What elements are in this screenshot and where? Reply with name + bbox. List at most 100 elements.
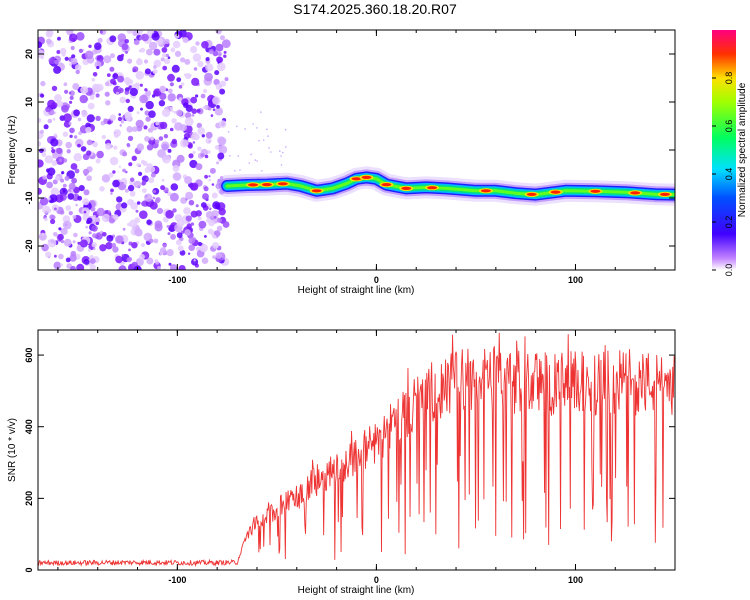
noise-blob [69, 254, 77, 262]
noise-blob [167, 191, 172, 197]
noise-blob [92, 233, 97, 239]
noise-blob [162, 154, 171, 164]
noise-blob [51, 85, 58, 92]
noise-blob [135, 119, 144, 128]
noise-blob [91, 77, 96, 82]
noise-blob [164, 58, 170, 65]
noise-blob [161, 108, 171, 118]
noise-blob [47, 197, 51, 201]
noise-blob [168, 262, 172, 266]
noise-blob [195, 163, 203, 171]
noise-blob [40, 93, 45, 98]
noise-blob [188, 117, 192, 121]
noise-blob [166, 225, 170, 228]
noise-blob [119, 96, 127, 104]
noise-blob [58, 253, 64, 260]
noise-blob [87, 102, 95, 110]
noise-speck [248, 162, 251, 164]
noise-blob [185, 191, 194, 200]
noise-blob [176, 77, 182, 83]
noise-blob [212, 201, 221, 210]
noise-blob [142, 160, 148, 166]
noise-blob [110, 192, 113, 195]
noise-blob [105, 100, 111, 106]
noise-blob [146, 48, 153, 56]
noise-blob [73, 232, 78, 238]
noise-blob [191, 258, 199, 266]
ridge-hotspot [480, 189, 491, 193]
noise-blob [118, 165, 122, 168]
noise-blob [213, 216, 217, 219]
noise-blob [197, 146, 202, 151]
noise-blob [146, 219, 152, 225]
noise-blob [204, 174, 209, 179]
noise-blob [192, 150, 196, 155]
noise-blob [71, 177, 77, 184]
noise-blob [167, 56, 171, 59]
noise-blob [212, 50, 219, 57]
noise-blob [59, 47, 67, 55]
noise-blob [62, 131, 69, 137]
noise-speck [227, 131, 230, 133]
noise-blob [136, 143, 145, 151]
noise-blob [144, 136, 150, 142]
noise-blob [199, 243, 208, 253]
noise-blob [60, 263, 64, 267]
noise-blob [77, 241, 81, 245]
noise-blob [73, 153, 82, 162]
noise-blob [144, 167, 151, 173]
noise-blob [144, 88, 148, 92]
noise-blob [188, 153, 194, 159]
noise-blob [196, 108, 201, 113]
noise-blob [157, 266, 161, 270]
noise-blob [163, 134, 169, 139]
noise-speck [267, 135, 269, 137]
noise-blob [207, 106, 212, 111]
noise-blob [51, 148, 56, 154]
noise-blob [121, 202, 128, 209]
noise-blob [53, 133, 58, 137]
noise-blob [212, 96, 221, 105]
noise-blob [109, 156, 119, 166]
noise-blob [207, 228, 214, 235]
noise-blob [83, 189, 90, 196]
noise-blob [215, 83, 222, 90]
noise-blob [148, 110, 156, 118]
spectrogram-y-tick-label: 10 [24, 97, 34, 107]
noise-blob [132, 66, 139, 73]
noise-blob [127, 79, 134, 85]
noise-blob [216, 104, 220, 109]
ridge-hotspot [630, 191, 641, 195]
noise-blob [215, 252, 223, 259]
noise-blob [59, 210, 65, 215]
noise-blob [65, 257, 71, 263]
noise-blob [38, 118, 42, 123]
noise-blob [41, 152, 47, 158]
noise-blob [132, 30, 138, 36]
noise-blob [74, 168, 80, 174]
noise-blob [148, 177, 155, 184]
noise-blob [51, 215, 56, 220]
noise-blob [191, 77, 200, 86]
noise-blob [49, 194, 58, 203]
noise-blob [126, 143, 131, 148]
noise-blob [150, 172, 156, 178]
ridge-hotspot [277, 182, 288, 186]
noise-blob [181, 82, 185, 86]
noise-blob [130, 202, 138, 210]
noise-blob [41, 232, 45, 236]
snr-panel: -100 0 100 0 200 400 600 Height of straight li… [7, 329, 676, 596]
snr-y-tick-label: 0 [24, 567, 34, 572]
noise-blob [217, 152, 225, 160]
noise-blob [104, 81, 110, 87]
noise-blob [184, 176, 193, 185]
noise-blob [220, 35, 225, 41]
noise-blob [105, 242, 113, 250]
noise-blob [141, 201, 147, 207]
noise-speck [244, 128, 246, 130]
noise-blob [136, 58, 143, 66]
noise-blob [205, 211, 214, 219]
noise-blob [53, 232, 58, 237]
noise-blob [195, 210, 202, 217]
noise-blob [145, 100, 154, 110]
